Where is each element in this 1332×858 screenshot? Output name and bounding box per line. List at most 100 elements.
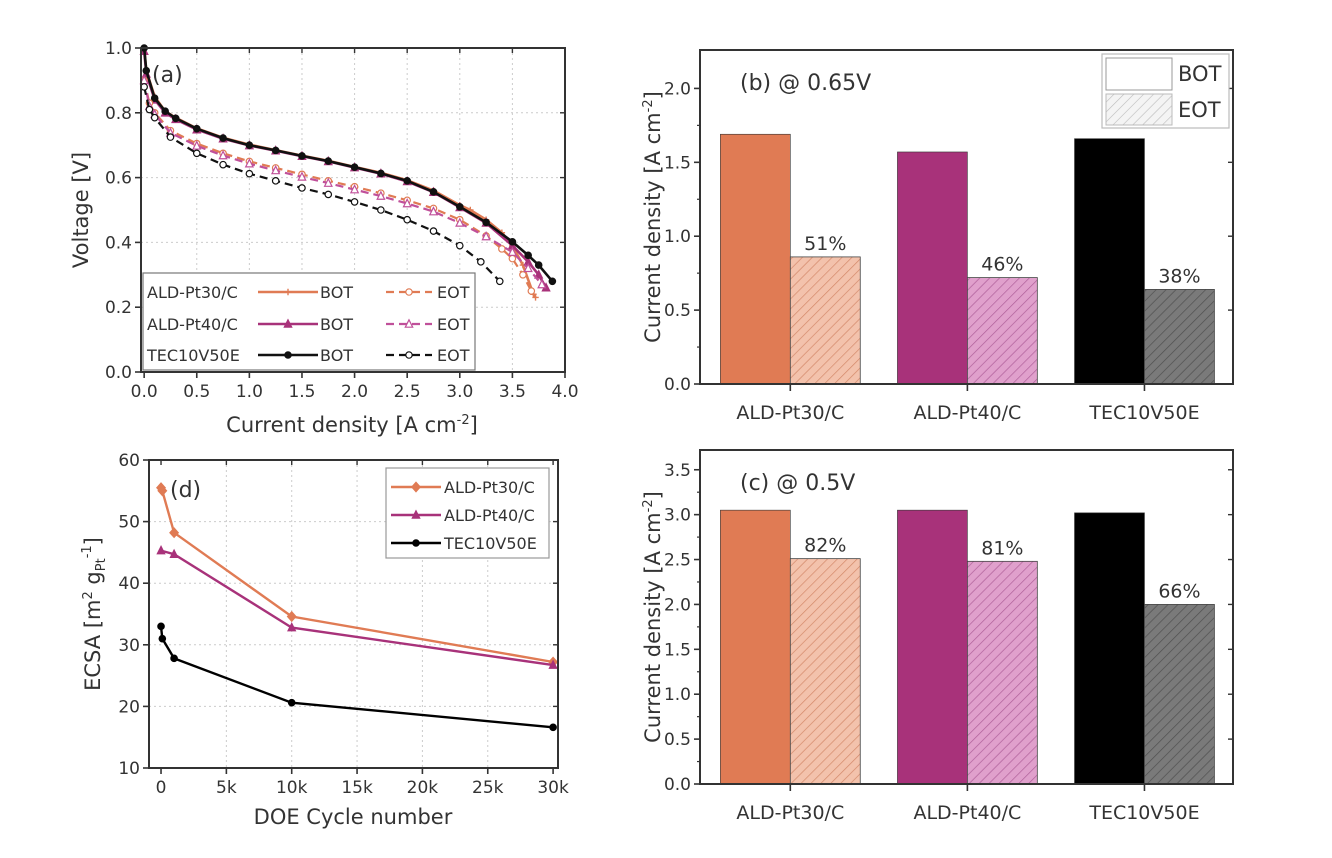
- y-axis-label: Current density [A cm-2]: [641, 491, 665, 743]
- legend-label: BOT: [1178, 62, 1222, 86]
- legend-condition-label: BOT: [320, 346, 353, 365]
- bar-percent-label: 38%: [1158, 265, 1200, 287]
- axis-label-part: Current density [A cm: [226, 413, 456, 437]
- legend-marker: [283, 318, 293, 328]
- data-point: [495, 277, 504, 286]
- y-tick-label: 1.0: [105, 39, 132, 59]
- data-point: [524, 251, 532, 260]
- data-point: [169, 527, 180, 539]
- data-point: [157, 622, 165, 631]
- legend-sample-label: ALD-Pt40/C: [147, 315, 238, 334]
- data-point: [244, 158, 255, 168]
- data-point: [150, 113, 159, 122]
- data-point: [477, 258, 485, 266]
- legend-marker: [404, 318, 414, 328]
- legend-marker: [410, 481, 422, 493]
- axes-frame: [699, 449, 1234, 785]
- data-point: [455, 217, 465, 227]
- data-point: [482, 218, 490, 227]
- axis-label-part: DOE Cycle number: [254, 805, 453, 829]
- legend-label: TEC10V50E: [443, 534, 537, 553]
- y-tick-label: 1.5: [664, 640, 691, 660]
- axis-label-part: ECSA [m: [81, 600, 105, 691]
- bar-eot: [966, 277, 1038, 385]
- data-point: [219, 134, 227, 142]
- data-point: [150, 94, 159, 103]
- y-tick-label: 0.8: [105, 104, 132, 124]
- panel-c-bar-chart-05v: 0.0 0.5 1.0 1.5 2.0 2.5 3.0 3.5 82% ALD-Pt30/C 81%…: [641, 449, 1234, 824]
- x-tick-label: 4.0: [551, 382, 578, 402]
- axes-frame: [140, 47, 566, 373]
- data-point: [548, 277, 557, 286]
- bar-percent-label: 66%: [1158, 580, 1200, 602]
- data-point: [455, 241, 464, 250]
- data-point: [537, 278, 547, 289]
- y-tick-label: 0.5: [664, 301, 691, 321]
- panel-label: (a): [152, 63, 183, 88]
- legend: BOT EOT: [1101, 53, 1230, 129]
- series-tec10v50e-eot: [140, 83, 504, 286]
- data-point: [298, 184, 306, 192]
- y-tick-label: 10: [118, 759, 140, 779]
- y-axis-label: ECSA [m2 gPt-1]: [80, 537, 109, 691]
- data-point: [171, 114, 180, 123]
- y-tick-label: 60: [118, 451, 140, 471]
- data-point: [298, 152, 306, 160]
- panel-label: (d): [170, 478, 201, 503]
- legend: ALD-Pt30/C BOT EOT ALD-Pt40/C BOT EOT TEC10V50…: [142, 272, 476, 371]
- bar-bot: [720, 133, 791, 385]
- data-point: [403, 177, 411, 185]
- bar-bot: [1074, 138, 1145, 385]
- bar-eot: [1144, 289, 1215, 385]
- data-point: [548, 659, 558, 669]
- legend-condition-label: EOT: [437, 346, 470, 365]
- legend-label: EOT: [1178, 98, 1221, 122]
- y-tick-label: 0.6: [105, 169, 132, 189]
- bar-bot: [1074, 512, 1145, 785]
- y-tick-label: 1.0: [664, 685, 691, 705]
- data-point: [349, 184, 360, 194]
- data-point: [169, 548, 179, 559]
- legend-swatch-bot: [1105, 57, 1173, 91]
- axis-label-part: -2: [641, 99, 656, 112]
- data-point: [532, 294, 539, 301]
- x-tick-label: 3.5: [499, 382, 526, 402]
- x-tick-label: 10k: [276, 778, 308, 798]
- y-tick-label: 3.5: [664, 461, 691, 481]
- axis-label-part: 2: [81, 591, 96, 599]
- x-tick-label: 1.5: [288, 382, 315, 402]
- axis-label-part: -1: [80, 545, 95, 558]
- panel-a-polarization-curves: 0.0 0.5 1.0 1.5 2.0 2.5 3.0 3.5 4.0 0.0 0.2 0.4 0.6 0…: [69, 39, 579, 437]
- y-tick-label: 0.0: [664, 775, 691, 795]
- legend-sample-label: ALD-Pt30/C: [147, 283, 238, 302]
- y-axis-label: Current density [A cm-2]: [641, 91, 665, 343]
- bar-bot: [897, 509, 968, 785]
- legend-condition-label: EOT: [437, 283, 470, 302]
- y-tick-label: 2.5: [664, 551, 691, 571]
- data-point: [324, 190, 333, 199]
- x-tick-label: 1.0: [236, 382, 263, 402]
- y-tick-label: 20: [118, 697, 140, 717]
- data-point: [166, 133, 175, 141]
- axis-label-part: Current density [A cm: [641, 512, 665, 742]
- category-label: ALD-Pt40/C: [913, 402, 1021, 424]
- data-point: [219, 160, 227, 169]
- data-point: [508, 237, 517, 246]
- data-point: [455, 202, 464, 211]
- legend-sample-label: TEC10V50E: [146, 346, 240, 365]
- bar-eot: [1144, 604, 1215, 785]
- legend-swatch-eot: [1105, 93, 1173, 126]
- axes-frame: [148, 459, 559, 769]
- y-tick-label: 1.5: [664, 153, 691, 173]
- legend-condition-label: EOT: [437, 315, 470, 334]
- legend: ALD-Pt30/C ALD-Pt40/C TEC10V50E: [385, 467, 550, 559]
- panel-label: (b) @ 0.65V: [740, 71, 871, 96]
- axis-label-part: Current density [A cm: [641, 112, 665, 342]
- x-axis-label: DOE Cycle number: [254, 805, 453, 829]
- data-point: [245, 141, 254, 150]
- legend-marker: [412, 539, 420, 547]
- x-tick-label: 5k: [216, 778, 237, 798]
- bar-percent-label: 82%: [804, 535, 846, 557]
- legend-marker: [405, 351, 413, 359]
- data-point: [324, 157, 333, 165]
